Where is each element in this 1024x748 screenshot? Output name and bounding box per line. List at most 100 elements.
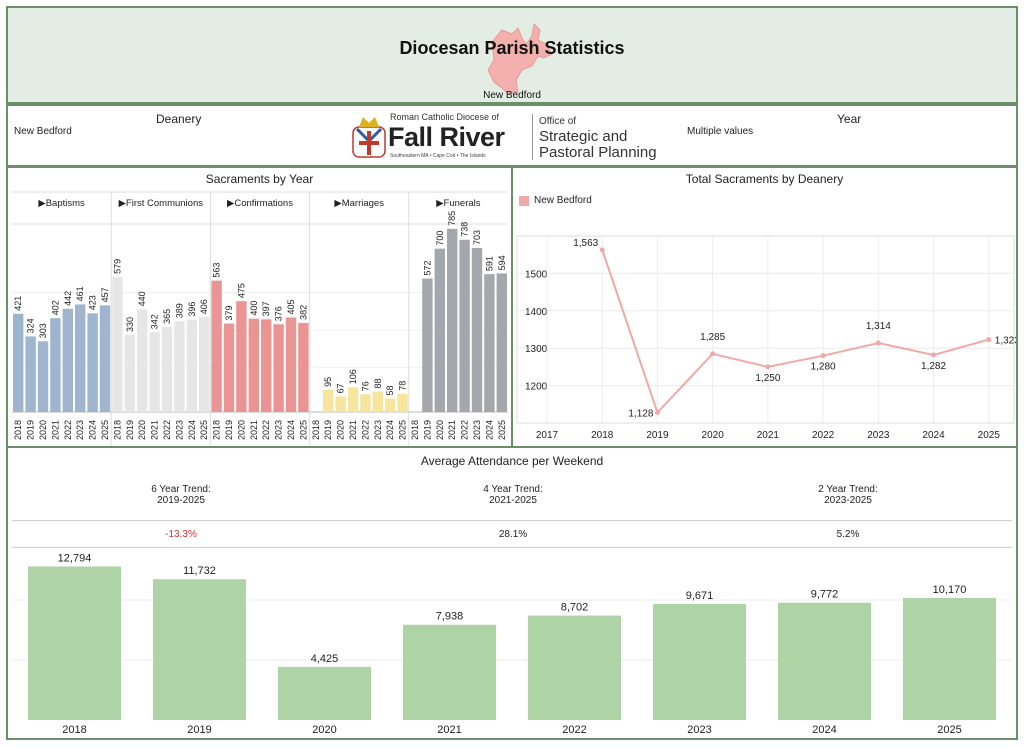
trend-divider-top [12,520,1012,521]
att-bar-label-2022: 8,702 [561,602,589,614]
line-x-tick-2017: 2017 [536,430,559,441]
sacraments-panel: Sacraments by Year ▶Baptisms 421 2018 324 20… [6,166,513,448]
sac-year-tick-baptisms-2025: 2025 [100,420,110,440]
trend-6yr-label: 6 Year Trend: [151,484,211,495]
line-point-2024 [931,352,937,358]
sac-year-tick-marriages-2021: 2021 [348,420,358,440]
att-bar-label-2024: 9,772 [811,589,839,601]
line-point-2021 [765,364,771,370]
line-point-label-2021: 1,250 [755,373,780,384]
sac-bar-first_communions-2022 [161,326,173,412]
line-point-2019 [654,410,660,416]
line-x-tick-2025: 2025 [978,430,1001,441]
year-filter-label: Year [837,112,862,126]
line-point-label-2025: 1,323 [995,336,1016,347]
sac-group-header-confirmations: ▶Confirmations [227,198,293,209]
line-x-tick-2021: 2021 [757,430,780,441]
sac-bar-label-funerals-2024: 591 [484,256,494,271]
sac-bar-first_communions-2025 [199,317,210,412]
deanery-map-shape[interactable] [478,22,562,98]
att-bar-label-2020: 4,425 [311,653,339,665]
sac-year-tick-marriages-2025: 2025 [398,420,408,440]
sac-bar-label-confirmations-2025: 382 [298,305,308,320]
map-label: New Bedford [483,90,541,101]
sac-year-tick-first_communions-2024: 2024 [187,420,197,440]
total-panel: Total Sacraments by Deanery New Bedford … [511,166,1018,448]
att-bar-label-2025: 10,170 [933,584,967,596]
line-point-label-2023: 1,314 [866,321,891,332]
attendance-panel: Average Attendance per Weekend 6 Year Tr… [6,446,1018,740]
trend-6yr-value: -13.3% [165,529,197,540]
trend-4yr-range: 2021-2025 [489,495,537,506]
sac-bar-marriages-2023 [372,391,383,412]
office-line3: Pastoral Planning [539,144,657,161]
att-bar-label-2021: 7,938 [436,611,464,623]
att-bar-2018 [28,566,121,720]
sac-bar-marriages-2022 [360,394,371,412]
sac-bar-label-marriages-2021: 106 [348,369,358,384]
legend-label[interactable]: New Bedford [534,195,592,206]
year-filter-value[interactable]: Multiple values [687,126,754,137]
sac-year-tick-funerals-2018: 2018 [410,420,420,440]
sac-year-tick-baptisms-2022: 2022 [63,420,73,440]
sac-bar-label-confirmations-2018: 563 [212,263,222,278]
total-title: Total Sacraments by Deanery [685,172,844,186]
deanery-filter-label: Deanery [156,112,202,126]
sac-bar-first_communions-2018 [112,276,123,412]
att-bar-label-2018: 12,794 [58,552,92,564]
sac-year-tick-funerals-2021: 2021 [447,420,457,440]
attendance-bar-chart: 12,794 2018 11,732 2019 4,425 2020 7,938 2021 8,… [12,552,1012,736]
sac-bar-funerals-2023 [471,247,483,412]
sac-group-header-baptisms: ▶Baptisms [38,198,85,209]
line-point-label-2020: 1,285 [700,332,725,343]
sac-year-tick-marriages-2023: 2023 [373,420,383,440]
logo-line1: Roman Catholic Diocese of [390,112,500,122]
sac-group-header-marriages: ▶Marriages [334,198,384,209]
sac-bar-label-marriages-2019: 95 [323,377,333,387]
logo-line2: Fall River [388,122,505,152]
deanery-filter-value[interactable]: New Bedford [14,126,72,137]
logo-divider [532,114,533,160]
trend-2yr-label: 2 Year Trend: [818,484,878,495]
sac-bar-label-confirmations-2023: 376 [274,306,284,321]
sac-year-tick-first_communions-2025: 2025 [199,420,209,440]
att-bar-label-2019: 11,732 [183,565,216,577]
att-x-tick-2020: 2020 [312,724,336,736]
line-x-tick-2024: 2024 [922,430,945,441]
sac-year-tick-confirmations-2019: 2019 [224,420,234,440]
sac-year-tick-confirmations-2018: 2018 [212,420,222,440]
sac-group-header-first_communions: ▶First Communions [119,198,204,209]
sac-bar-first_communions-2021 [149,332,160,412]
sac-bar-label-first_communions-2021: 342 [150,314,160,329]
line-y-tick-1300: 1300 [525,344,548,355]
sac-bar-label-first_communions-2024: 396 [187,302,197,317]
att-x-tick-2021: 2021 [437,724,461,736]
sac-year-tick-funerals-2023: 2023 [472,420,482,440]
sac-year-tick-confirmations-2023: 2023 [274,420,284,440]
sac-group-header-funerals: ▶Funerals [436,198,481,209]
sac-bar-label-funerals-2019: 572 [422,261,432,276]
attendance-title: Average Attendance per Weekend [420,454,604,468]
sac-bar-marriages-2021 [347,387,359,412]
sac-year-tick-funerals-2025: 2025 [497,420,507,440]
sac-year-tick-marriages-2020: 2020 [336,420,346,440]
sac-year-tick-confirmations-2021: 2021 [249,420,259,440]
sac-bar-label-first_communions-2022: 365 [162,309,172,324]
trend-6yr-range: 2019-2025 [157,495,205,506]
sac-bar-funerals-2021 [447,228,458,412]
att-x-tick-2025: 2025 [937,724,961,736]
sac-year-tick-confirmations-2020: 2020 [236,420,246,440]
header-panel: Diocesan Parish Statistics New Bedford [6,6,1018,104]
sac-bar-label-baptisms-2020: 303 [38,323,48,338]
line-x-tick-2019: 2019 [646,430,669,441]
sac-bar-label-funerals-2023: 703 [472,230,482,245]
sac-bar-label-funerals-2020: 700 [435,231,445,246]
sac-bar-label-first_communions-2023: 389 [174,303,184,318]
sacraments-chart: ▶Baptisms 421 2018 324 2019 303 2020 402 2021 442… [12,191,508,446]
trend-2yr-value: 5.2% [836,529,860,540]
sac-bar-label-baptisms-2022: 442 [63,291,73,306]
sac-year-tick-baptisms-2024: 2024 [88,420,98,440]
sac-year-tick-marriages-2022: 2022 [360,420,370,440]
att-x-tick-2023: 2023 [687,724,711,736]
sac-year-tick-funerals-2020: 2020 [435,420,445,440]
